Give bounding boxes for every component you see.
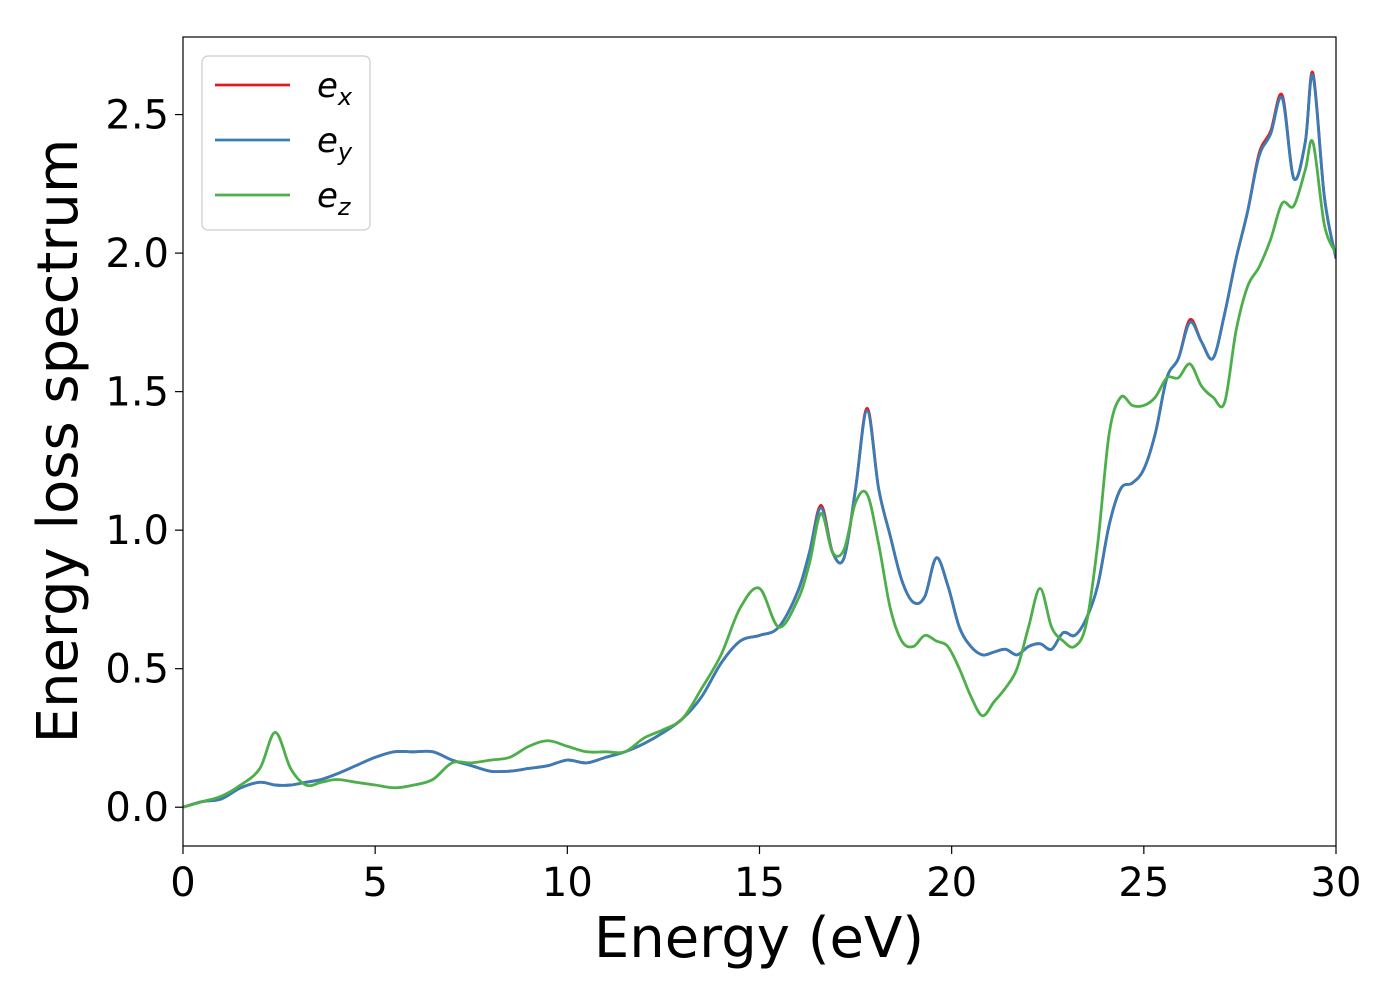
x-axis: 0 5 10 15 20 25 30 [170, 846, 1361, 906]
legend-label-subscript: y [337, 138, 353, 166]
y-tick-label: 0.0 [105, 785, 169, 831]
legend-box [201, 55, 371, 231]
legend-label-ez: ez [317, 176, 352, 221]
legend-label-base: e [317, 176, 338, 216]
legend-label-ey: ey [317, 121, 353, 166]
y-tick-label: 1.0 [105, 508, 169, 554]
series-line-ez [183, 138, 1336, 809]
y-tick-label: 0.5 [105, 647, 169, 693]
y-tick-label: 1.5 [105, 370, 169, 416]
x-tick-label: 25 [1118, 860, 1169, 906]
y-axis-label: Energy loss spectrum [26, 139, 91, 744]
y-tick-label: 2.0 [105, 231, 169, 277]
x-tick-label: 10 [542, 860, 593, 906]
y-tick-label: 2.5 [105, 93, 169, 139]
series-layer [183, 70, 1336, 809]
legend-label-ex: ex [317, 66, 353, 111]
series-line-ey [183, 73, 1336, 809]
legend-label-subscript: z [337, 193, 352, 221]
x-axis-label: Energy (eV) [594, 906, 924, 971]
x-tick-label: 0 [170, 860, 195, 906]
x-tick-label: 5 [362, 860, 387, 906]
x-tick-label: 30 [1311, 860, 1362, 906]
legend-label-subscript: x [337, 83, 353, 111]
x-tick-label: 20 [926, 860, 977, 906]
y-axis: 0.0 0.5 1.0 1.5 2.0 2.5 [105, 93, 183, 831]
legend-label-base: e [317, 66, 338, 106]
legend-label-base: e [317, 121, 338, 161]
x-tick-label: 15 [734, 860, 785, 906]
